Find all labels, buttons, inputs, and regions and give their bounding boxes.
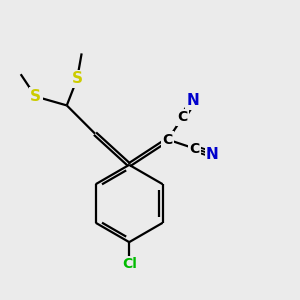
Text: S: S	[72, 71, 83, 86]
Text: C: C	[178, 110, 188, 124]
Text: Cl: Cl	[122, 257, 136, 272]
Text: N: N	[206, 147, 219, 162]
Text: N: N	[187, 94, 200, 109]
Text: C: C	[190, 142, 200, 155]
Text: S: S	[30, 89, 41, 104]
Text: C: C	[163, 133, 173, 147]
